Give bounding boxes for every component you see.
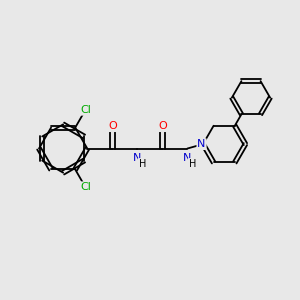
Text: H: H [139, 159, 146, 169]
Text: N: N [197, 139, 206, 149]
Text: N: N [183, 153, 192, 163]
Text: N: N [133, 153, 142, 163]
Text: Cl: Cl [80, 182, 91, 192]
Text: H: H [189, 159, 196, 169]
Text: O: O [158, 121, 167, 131]
Text: Cl: Cl [80, 105, 91, 115]
Text: O: O [108, 121, 117, 131]
